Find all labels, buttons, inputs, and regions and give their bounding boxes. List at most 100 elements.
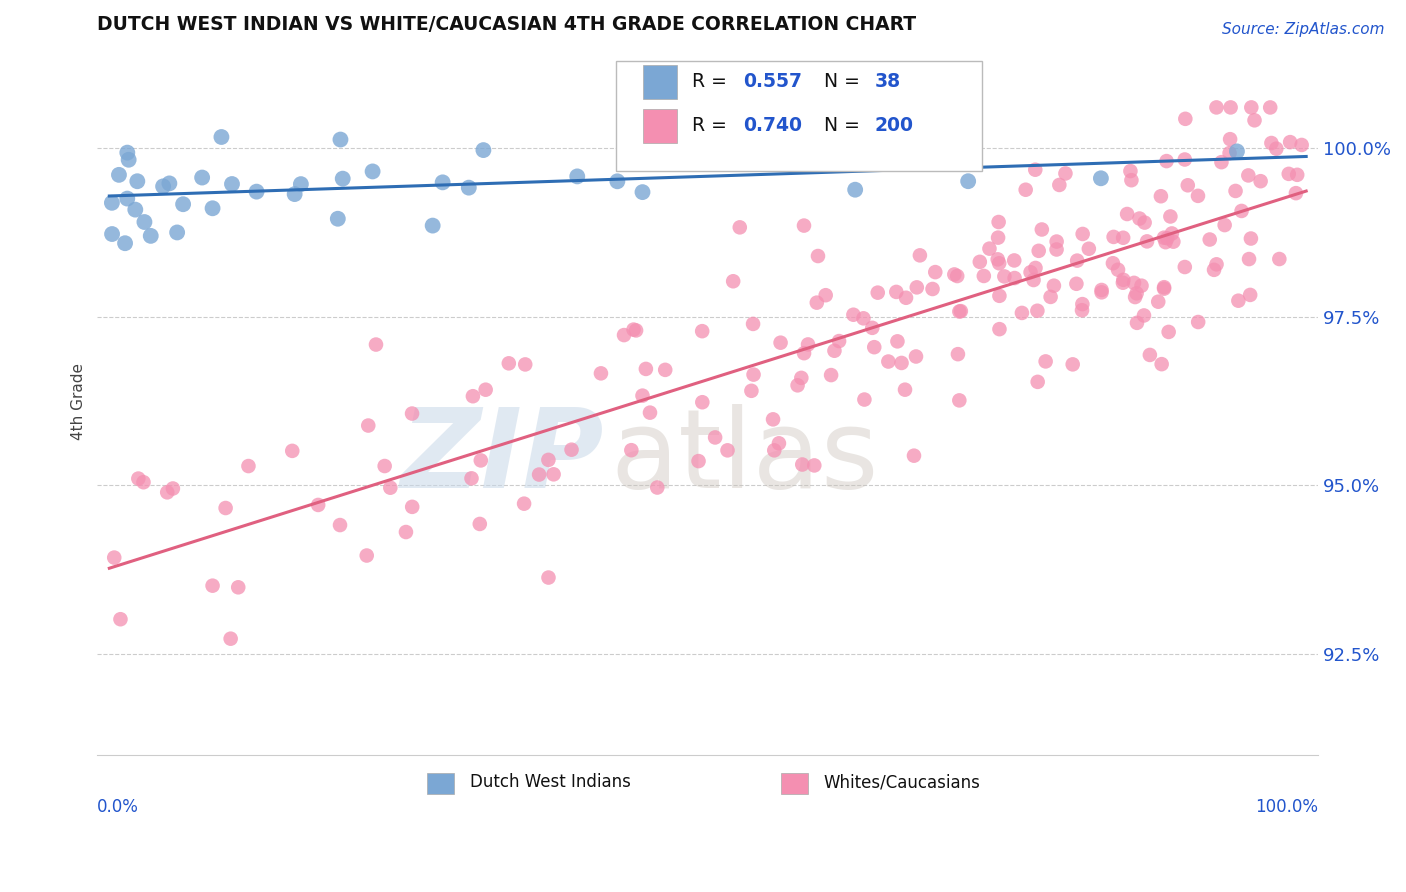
Text: N =: N = [824,116,866,135]
Point [654,363,676,377]
Point [1028,244,1050,258]
Point [1046,235,1069,249]
Point [332,171,354,186]
Point [638,406,661,420]
Point [1139,348,1161,362]
Point [1219,146,1241,161]
Point [1227,293,1250,308]
Point [987,230,1010,244]
Point [1250,174,1272,188]
Point [470,453,492,467]
Point [903,449,925,463]
Point [948,393,970,408]
Point [1090,285,1112,300]
Point [828,334,851,348]
Point [957,174,980,188]
Point [631,185,654,199]
Point [690,324,713,338]
Bar [780,773,808,795]
Point [1286,168,1309,182]
Point [1154,235,1177,249]
Point [807,249,830,263]
Point [461,389,484,403]
Point [1026,303,1049,318]
Point [432,175,454,189]
Point [987,215,1010,229]
Point [117,145,139,160]
Point [820,368,842,382]
Point [201,579,224,593]
Point [127,472,149,486]
Point [1071,297,1094,311]
Point [1077,242,1099,256]
Point [894,383,917,397]
Point [792,458,814,472]
Text: 100.0%: 100.0% [1256,797,1319,816]
Point [101,195,124,210]
Point [380,481,402,495]
Point [1112,273,1135,287]
Point [166,226,188,240]
Point [908,248,931,262]
Bar [427,773,454,795]
Point [946,268,969,283]
Point [127,174,149,188]
Point [1243,113,1265,128]
Point [863,340,886,354]
Point [1213,218,1236,232]
Point [943,268,966,282]
Point [1125,286,1147,301]
Point [988,256,1011,270]
Text: Source: ZipAtlas.com: Source: ZipAtlas.com [1222,22,1385,37]
Point [172,197,194,211]
Point [209,130,232,145]
Point [1133,309,1156,323]
Point [110,612,132,626]
Point [877,354,900,368]
Point [716,443,738,458]
Point [803,458,825,473]
Point [101,227,124,241]
Point [786,378,808,392]
Point [797,337,820,351]
Point [1291,138,1313,153]
Point [1047,178,1070,192]
Point [793,219,815,233]
Point [1090,283,1112,297]
Point [457,180,479,194]
Point [1119,164,1142,178]
Point [114,236,136,251]
Point [1225,184,1247,198]
Point [103,550,125,565]
Point [634,362,657,376]
Point [307,498,329,512]
Point [806,295,828,310]
Y-axis label: 4th Grade: 4th Grade [72,362,86,440]
Point [152,179,174,194]
Point [623,323,645,337]
Point [1150,189,1173,203]
Point [281,443,304,458]
Point [1090,171,1112,186]
Point [284,187,307,202]
Point [201,201,224,215]
Point [1211,155,1233,169]
Point [1157,325,1180,339]
Point [742,368,765,382]
Point [1121,173,1143,187]
Point [946,347,969,361]
Point [949,304,972,318]
Point [1278,167,1301,181]
Point [1133,216,1156,230]
Bar [643,64,678,98]
Point [132,475,155,490]
Point [904,350,927,364]
Point [823,343,845,358]
Text: 0.740: 0.740 [744,116,803,135]
Point [1071,227,1094,241]
Point [1015,183,1038,197]
Point [1156,154,1178,169]
Point [969,255,991,269]
Point [894,291,917,305]
Point [219,632,242,646]
